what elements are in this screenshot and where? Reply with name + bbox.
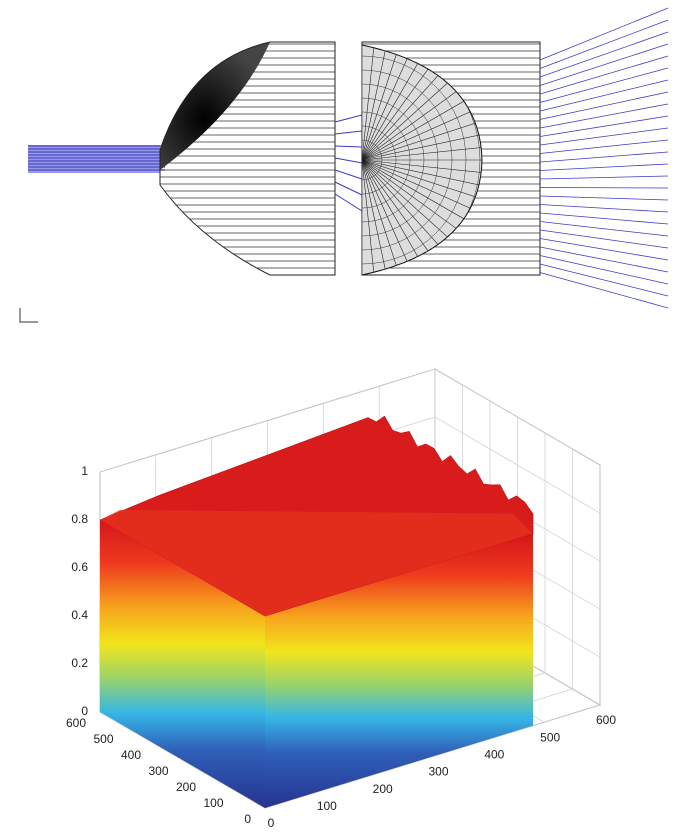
- output-ray: [540, 56, 668, 94]
- output-ray: [540, 32, 668, 77]
- gap-ray: [335, 146, 362, 147]
- x-tick-label: 100: [317, 799, 337, 813]
- output-ray: [540, 164, 668, 171]
- output-ray: [540, 230, 668, 248]
- y-tick-label: 0: [244, 812, 251, 826]
- y-tick-label: 300: [148, 764, 168, 778]
- output-ray: [540, 239, 668, 261]
- output-ray: [540, 44, 668, 86]
- x-tick-label: 0: [268, 816, 275, 830]
- output-ray: [540, 104, 668, 128]
- lens-1-dark: [160, 42, 270, 170]
- output-ray: [540, 152, 668, 162]
- output-ray: [540, 20, 668, 69]
- axis-icon: [20, 308, 38, 322]
- y-tick-label: 600: [66, 716, 86, 730]
- gap-ray: [335, 182, 362, 195]
- z-tick-label: 0.2: [71, 656, 88, 670]
- output-ray: [540, 140, 668, 154]
- output-ray: [540, 92, 668, 120]
- x-tick-label: 300: [428, 765, 448, 779]
- x-tick-label: 500: [540, 730, 560, 744]
- output-ray: [540, 68, 668, 103]
- x-tick-label: 400: [484, 748, 504, 762]
- output-ray: [540, 273, 668, 309]
- gap-ray: [335, 131, 362, 134]
- y-tick-label: 500: [93, 732, 113, 746]
- z-tick-label: 1: [81, 464, 88, 478]
- output-ray: [540, 213, 668, 224]
- output-ray: [540, 205, 668, 213]
- output-ray: [540, 80, 668, 111]
- lens-2-radial: [244, 10, 512, 310]
- y-tick-label: 200: [176, 780, 196, 794]
- y-tick-label: 400: [121, 748, 141, 762]
- figure: 00.20.40.60.8101002003004005006000100200…: [0, 0, 675, 832]
- z-tick-label: 0.8: [71, 512, 88, 526]
- lens-1-hatch: [150, 42, 336, 268]
- input-beam: [28, 145, 160, 173]
- gap-ray: [335, 170, 362, 179]
- output-ray: [540, 128, 668, 145]
- x-tick-label: 600: [596, 713, 616, 727]
- gap-ray: [335, 194, 362, 211]
- y-tick-label: 100: [203, 796, 223, 810]
- x-tick-label: 200: [373, 782, 393, 796]
- gap-ray: [335, 158, 362, 163]
- output-ray: [540, 176, 668, 179]
- lens-2-fill: [362, 42, 487, 277]
- output-ray: [540, 8, 668, 60]
- output-ray: [540, 188, 668, 189]
- output-ray: [540, 222, 668, 237]
- gap-ray: [335, 115, 362, 122]
- output-ray: [540, 116, 668, 137]
- z-tick-label: 0.6: [71, 560, 88, 574]
- surface-plot: 00.20.40.60.8101002003004005006000100200…: [66, 369, 616, 830]
- output-ray: [540, 196, 668, 200]
- optical-diagram: [20, 8, 668, 322]
- z-tick-label: 0.4: [71, 608, 88, 622]
